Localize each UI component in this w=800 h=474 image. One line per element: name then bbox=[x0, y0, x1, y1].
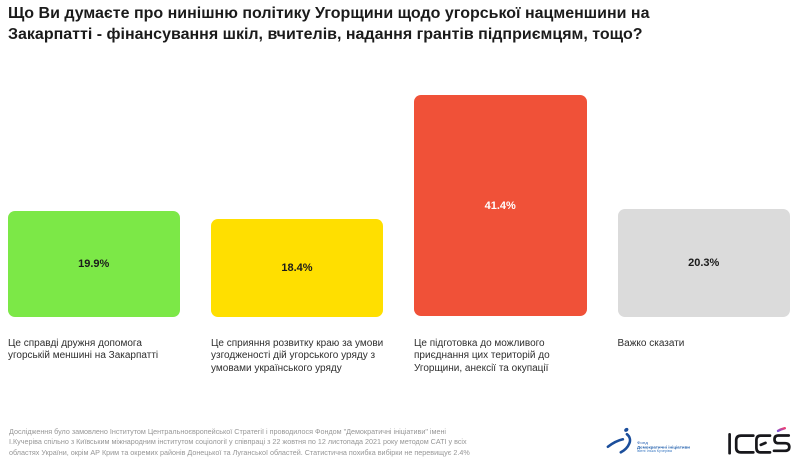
svg-text:Демократичні ініціативи: Демократичні ініціативи bbox=[637, 444, 691, 449]
svg-text:Фонд: Фонд bbox=[637, 441, 648, 445]
svg-text:імені Ілька Кучеріва: імені Ілька Кучеріва bbox=[637, 449, 672, 453]
